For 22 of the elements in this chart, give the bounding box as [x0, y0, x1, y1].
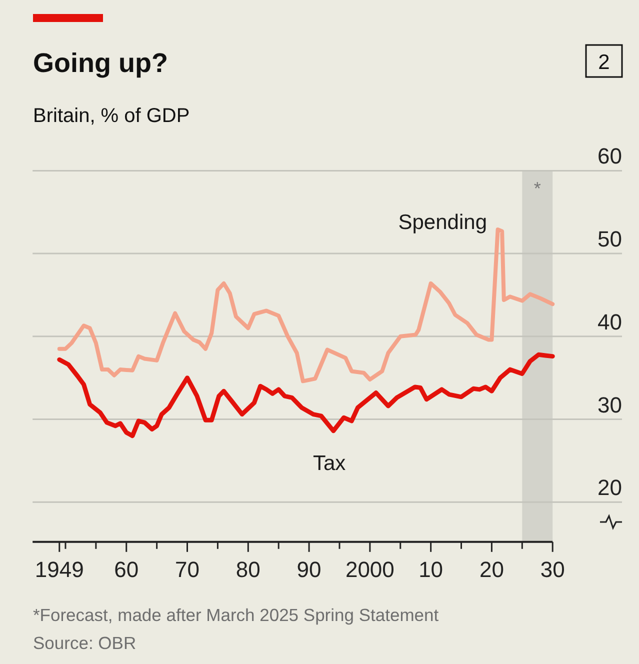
series-label: Tax: [313, 452, 346, 475]
chart-title: Going up?: [33, 48, 168, 78]
y-tick-label: 50: [598, 226, 622, 252]
x-tick-label: 90: [296, 556, 322, 582]
x-tick-label: 80: [236, 556, 260, 582]
y-tick-label: 40: [598, 309, 622, 334]
text: 2: [598, 51, 610, 74]
x-tick-label: 10: [418, 556, 444, 582]
y-tick-label: 30: [598, 392, 622, 418]
y-tick-label: 60: [598, 144, 622, 169]
x-tick-label: 2000: [345, 556, 394, 582]
x-tick-label: 30: [540, 556, 565, 582]
x-tick-label: 60: [114, 556, 139, 582]
series-label: Spending: [398, 211, 487, 234]
x-tick-label: 70: [175, 556, 200, 582]
band-label: *: [534, 178, 541, 199]
y-tick-label: 20: [598, 475, 622, 500]
chart-subtitle: Britain, % of GDP: [33, 105, 190, 127]
text: *Forecast, made after March 2025 Spring Statement: [33, 605, 439, 625]
source-note: Source: OBR: [33, 633, 136, 653]
x-tick-label: 20: [479, 556, 504, 582]
x-tick-label: 1949: [34, 556, 84, 582]
